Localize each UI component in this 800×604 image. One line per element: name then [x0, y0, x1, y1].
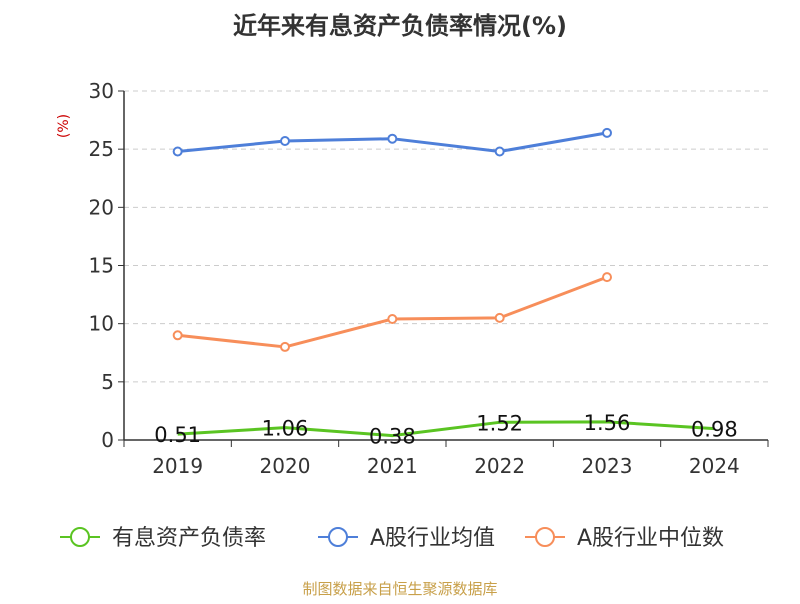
x-tick-label: 2023: [582, 454, 633, 478]
legend-marker: [535, 527, 555, 547]
data-label: 0.51: [154, 423, 201, 447]
data-point: [172, 146, 183, 157]
y-axis-label: (%): [56, 114, 72, 138]
data-label: 1.52: [476, 411, 523, 435]
legend-item-0: 有息资产负债率: [60, 526, 266, 551]
data-point: [494, 312, 505, 323]
data-label: 1.56: [584, 411, 631, 435]
series-line-2: [177, 275, 608, 349]
data-point: [387, 133, 398, 144]
data-labels: 0.51 1.06 0.38 1.52 1.56 0.98: [154, 411, 737, 449]
legend-item-2: A股行业中位数: [525, 526, 724, 551]
x-tick-label: 2019: [152, 454, 203, 478]
chart-title: 近年来有息资产负债率情况(%): [233, 12, 567, 40]
grid-lines: [124, 90, 768, 383]
data-label: 0.98: [691, 418, 738, 442]
y-tick-label: 25: [89, 137, 114, 161]
legend-marker: [328, 527, 348, 547]
x-tick-label: 2022: [474, 454, 525, 478]
data-point: [280, 341, 290, 352]
data-point: [494, 146, 505, 157]
series-group: [172, 127, 715, 438]
data-point: [280, 136, 290, 147]
y-tick-label: 0: [101, 428, 114, 452]
y-tick-label: 10: [89, 312, 114, 336]
y-tick-label: 20: [89, 195, 114, 219]
data-point: [602, 127, 612, 138]
legend-marker: [70, 527, 90, 547]
data-label: 1.06: [262, 417, 309, 441]
data-point: [172, 330, 183, 341]
legend-label: A股行业中位数: [577, 526, 724, 551]
data-point: [602, 272, 612, 283]
legend-label: A股行业均值: [370, 526, 495, 551]
x-tick-label: 2024: [689, 454, 740, 478]
y-tick-label: 5: [101, 370, 114, 394]
y-tick-label: 15: [89, 254, 114, 278]
x-tick-label: 2021: [367, 454, 418, 478]
axes: 0 5 10 15 20 25 30 2019 2020 2021 2022 2023 2024: [89, 79, 769, 478]
data-point: [387, 314, 398, 325]
series-line-0: [177, 420, 715, 438]
source-note: 制图数据来自恒生聚源数据库: [302, 580, 497, 598]
legend-item-1: A股行业均值: [318, 526, 495, 551]
data-label: 0.38: [369, 425, 416, 449]
legend: 有息资产负债率 A股行业均值 A股行业中位数: [60, 526, 724, 551]
x-tick-label: 2020: [260, 454, 311, 478]
legend-label: 有息资产负债率: [112, 526, 266, 551]
y-tick-label: 30: [89, 79, 114, 103]
